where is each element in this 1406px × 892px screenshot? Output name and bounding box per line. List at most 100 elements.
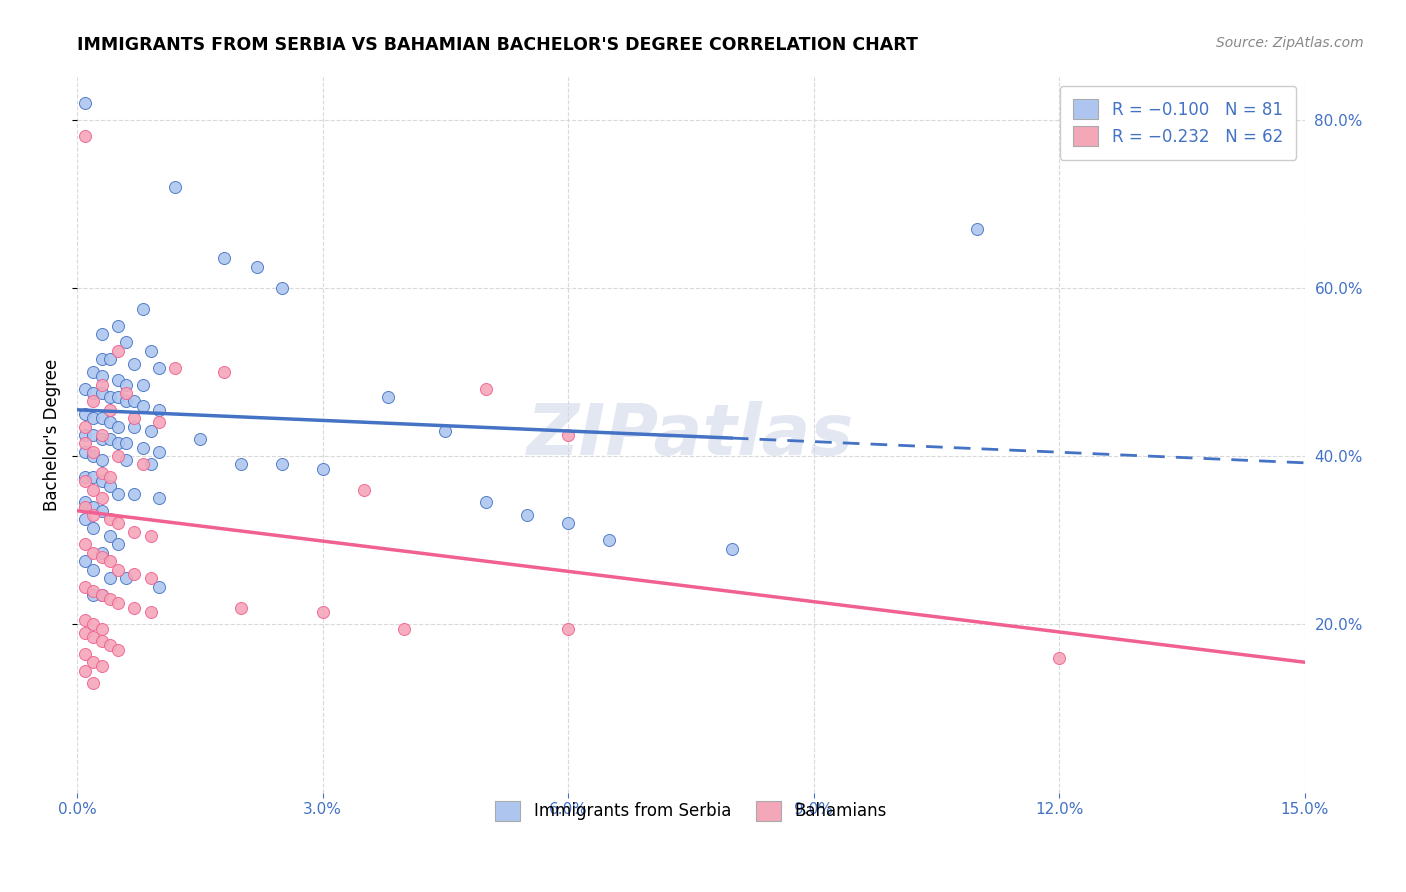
Point <box>98 529 121 543</box>
Point <box>124 524 146 539</box>
Point <box>1047 651 1070 665</box>
Point <box>139 571 162 585</box>
Point <box>353 483 375 497</box>
Point <box>82 508 104 522</box>
Point <box>90 546 112 560</box>
Point <box>82 386 104 401</box>
Point <box>107 390 129 404</box>
Point <box>107 642 129 657</box>
Point <box>107 436 129 450</box>
Point <box>115 335 138 350</box>
Point <box>124 419 146 434</box>
Point <box>90 475 112 489</box>
Point <box>107 516 129 531</box>
Point <box>82 617 104 632</box>
Point <box>82 563 104 577</box>
Point <box>165 360 187 375</box>
Point <box>377 390 399 404</box>
Point <box>115 571 138 585</box>
Point <box>139 343 162 358</box>
Point <box>75 613 97 627</box>
Point <box>75 495 97 509</box>
Point <box>90 491 112 505</box>
Point <box>75 436 97 450</box>
Point <box>82 500 104 514</box>
Point <box>148 491 170 505</box>
Point <box>98 352 121 367</box>
Point <box>229 600 252 615</box>
Point <box>90 634 112 648</box>
Point <box>90 352 112 367</box>
Point <box>75 470 97 484</box>
Point <box>98 402 121 417</box>
Point <box>270 458 292 472</box>
Point <box>124 566 146 581</box>
Point <box>98 416 121 430</box>
Point <box>82 676 104 690</box>
Point <box>75 407 97 421</box>
Point <box>75 664 97 678</box>
Point <box>90 588 112 602</box>
Point <box>82 520 104 534</box>
Point <box>115 453 138 467</box>
Point <box>98 390 121 404</box>
Point <box>148 402 170 417</box>
Point <box>124 394 146 409</box>
Point <box>75 129 97 144</box>
Point <box>107 449 129 463</box>
Point <box>90 377 112 392</box>
Point <box>475 495 498 509</box>
Point <box>107 487 129 501</box>
Point <box>516 508 538 522</box>
Point <box>131 441 153 455</box>
Point <box>311 605 333 619</box>
Point <box>98 478 121 492</box>
Point <box>98 639 121 653</box>
Point <box>90 659 112 673</box>
Point <box>75 537 97 551</box>
Point <box>139 529 162 543</box>
Point <box>82 546 104 560</box>
Point <box>75 475 97 489</box>
Point <box>124 411 146 425</box>
Point <box>75 95 97 110</box>
Point <box>139 605 162 619</box>
Point <box>75 512 97 526</box>
Point <box>75 419 97 434</box>
Point <box>75 647 97 661</box>
Point <box>90 327 112 342</box>
Point <box>90 466 112 480</box>
Point <box>124 357 146 371</box>
Point <box>75 445 97 459</box>
Point <box>434 424 457 438</box>
Point <box>557 516 579 531</box>
Point <box>966 222 988 236</box>
Legend: Immigrants from Serbia, Bahamians: Immigrants from Serbia, Bahamians <box>482 788 900 834</box>
Point <box>82 588 104 602</box>
Point <box>82 483 104 497</box>
Point <box>598 533 620 548</box>
Point <box>229 458 252 472</box>
Point <box>148 360 170 375</box>
Point <box>115 394 138 409</box>
Point <box>131 377 153 392</box>
Point <box>82 470 104 484</box>
Point <box>107 419 129 434</box>
Point <box>115 377 138 392</box>
Text: ZIPatlas: ZIPatlas <box>527 401 855 469</box>
Text: IMMIGRANTS FROM SERBIA VS BAHAMIAN BACHELOR'S DEGREE CORRELATION CHART: IMMIGRANTS FROM SERBIA VS BAHAMIAN BACHE… <box>77 36 918 54</box>
Point <box>475 382 498 396</box>
Point <box>82 449 104 463</box>
Point <box>75 580 97 594</box>
Point <box>115 386 138 401</box>
Point <box>75 500 97 514</box>
Point <box>139 458 162 472</box>
Point <box>720 541 742 556</box>
Point <box>75 428 97 442</box>
Point <box>90 369 112 384</box>
Point <box>148 416 170 430</box>
Point <box>148 580 170 594</box>
Point <box>139 424 162 438</box>
Point <box>90 588 112 602</box>
Point <box>107 318 129 333</box>
